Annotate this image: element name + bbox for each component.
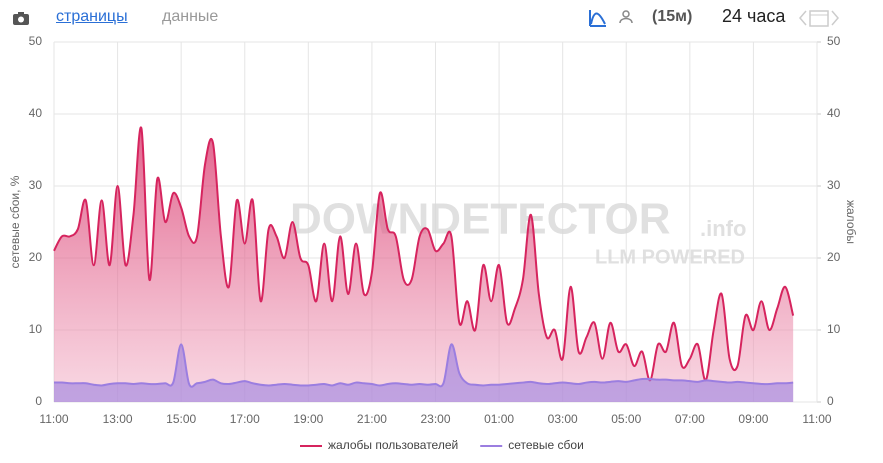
line xyxy=(53,126,795,382)
x-tick-label: 03:00 xyxy=(548,412,578,426)
x-tick-label: 23:00 xyxy=(420,412,450,426)
y2-tick-label: 20 xyxy=(827,250,841,264)
chart-icon[interactable] xyxy=(588,8,608,28)
x-tick-label: 07:00 xyxy=(675,412,705,426)
tab-link[interactable]: данные xyxy=(162,8,219,25)
y-tick-label: 30 xyxy=(29,178,43,192)
area xyxy=(54,344,794,402)
y2-tick-label: 30 xyxy=(827,178,841,192)
y-axis-label: сетевые сбои, % xyxy=(8,175,22,268)
x-tick-label: 21:00 xyxy=(357,412,387,426)
period[interactable]: 24 часа xyxy=(722,6,786,26)
watermark: LLM POWERED xyxy=(595,246,745,268)
x-tick-label: 13:00 xyxy=(103,412,133,426)
y2-tick-label: 10 xyxy=(827,322,841,336)
x-tick-label: 01:00 xyxy=(484,412,514,426)
legend-label: сетевые сбои xyxy=(508,438,584,452)
x-tick-label: 17:00 xyxy=(230,412,260,426)
legend-label: жалобы пользователей xyxy=(328,438,458,452)
y-tick-label: 10 xyxy=(29,322,43,336)
watermark: .info xyxy=(700,216,746,241)
camera-icon[interactable] xyxy=(12,10,30,26)
y-tick-label: 50 xyxy=(29,34,43,48)
y2-tick-label: 0 xyxy=(827,394,834,408)
x-tick-label: 19:00 xyxy=(293,412,323,426)
toolbar: страницы данные (15м) 24 часа xyxy=(0,0,883,36)
interval[interactable]: (15м) xyxy=(652,8,693,25)
y2-axis-label: жалобы xyxy=(844,200,858,244)
y-tick-label: 20 xyxy=(29,250,43,264)
x-tick-label: 15:00 xyxy=(166,412,196,426)
x-tick-label: 09:00 xyxy=(738,412,768,426)
y-tick-label: 0 xyxy=(35,394,42,408)
x-tick-label: 11:00 xyxy=(39,412,68,426)
watermark: DOWNDETECTOR xyxy=(290,195,671,244)
tab-link[interactable]: страницы xyxy=(56,8,128,25)
y-tick-label: 40 xyxy=(29,106,43,120)
line xyxy=(53,343,794,388)
user-icon[interactable] xyxy=(619,10,633,24)
x-tick-label: 05:00 xyxy=(611,412,641,426)
y2-tick-label: 50 xyxy=(827,34,841,48)
calendar-nav[interactable] xyxy=(798,8,842,28)
y2-tick-label: 40 xyxy=(827,106,841,120)
x-tick-label: 11:00 xyxy=(802,412,831,426)
